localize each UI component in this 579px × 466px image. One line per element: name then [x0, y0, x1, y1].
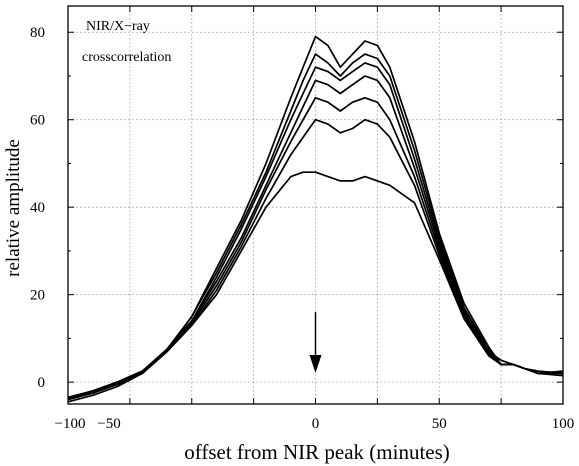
- x-tick-label: −50: [97, 416, 120, 432]
- annotation-line-2: crosscorrelation: [82, 50, 171, 65]
- y-tick-label: 60: [30, 113, 45, 129]
- y-axis-label: relative amplitude: [3, 139, 24, 277]
- offset-arrow: [309, 312, 322, 374]
- y-tick-label: 20: [30, 288, 45, 304]
- x-tick-label: 0: [312, 416, 320, 432]
- x-tick-label: 50: [432, 416, 447, 432]
- x-tick-labels: −100 −50 0 50 100: [55, 416, 575, 432]
- arrow-head: [309, 355, 322, 374]
- axis-ticks: [67, 6, 564, 404]
- series-lines: [67, 35, 564, 403]
- y-tick-label: 0: [38, 375, 46, 391]
- x-tick-label: −100: [55, 416, 86, 432]
- y-tick-label: 80: [30, 25, 45, 41]
- y-tick-labels: 0 20 40 60 80: [30, 25, 45, 391]
- annotation-line-1: NIR/X−ray: [86, 19, 150, 34]
- y-tick-label: 40: [30, 200, 45, 216]
- x-tick-label: 100: [552, 416, 575, 432]
- grid: [68, 6, 563, 404]
- x-axis-label: offset from NIR peak (minutes): [184, 440, 450, 464]
- series-line-4: [67, 75, 564, 399]
- series-line-7: [67, 171, 564, 399]
